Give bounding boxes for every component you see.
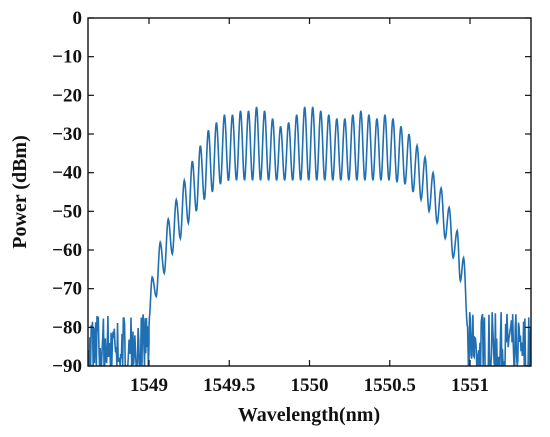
y-axis: 0 −10 −20 −30 −40 −50 −60 −70 −80 −90 bbox=[52, 8, 531, 377]
x-tick-label: 1549 bbox=[130, 375, 168, 396]
y-tick-label: −80 bbox=[52, 317, 82, 338]
x-tick-label: 1549.5 bbox=[203, 375, 255, 396]
y-tick-label: −60 bbox=[52, 240, 82, 261]
y-tick-label: −70 bbox=[52, 279, 82, 300]
x-tick-label: 1551 bbox=[451, 375, 489, 396]
spectrum-series-line bbox=[88, 106, 531, 366]
y-tick-label: −30 bbox=[52, 124, 82, 145]
x-axis: 1549 1549.5 1550 1550.5 1551 bbox=[130, 18, 489, 396]
x-tick-label: 1550.5 bbox=[364, 375, 416, 396]
y-tick-label: 0 bbox=[73, 8, 83, 29]
y-axis-title: Power (dBm) bbox=[9, 135, 31, 249]
y-tick-label: −20 bbox=[52, 85, 82, 106]
x-tick-label: 1550 bbox=[291, 375, 329, 396]
y-tick-label: −50 bbox=[52, 201, 82, 222]
y-tick-label: −40 bbox=[52, 163, 82, 184]
y-tick-label: −90 bbox=[52, 356, 82, 377]
x-axis-title: Wavelength(nm) bbox=[238, 404, 380, 426]
y-tick-label: −10 bbox=[52, 47, 82, 68]
